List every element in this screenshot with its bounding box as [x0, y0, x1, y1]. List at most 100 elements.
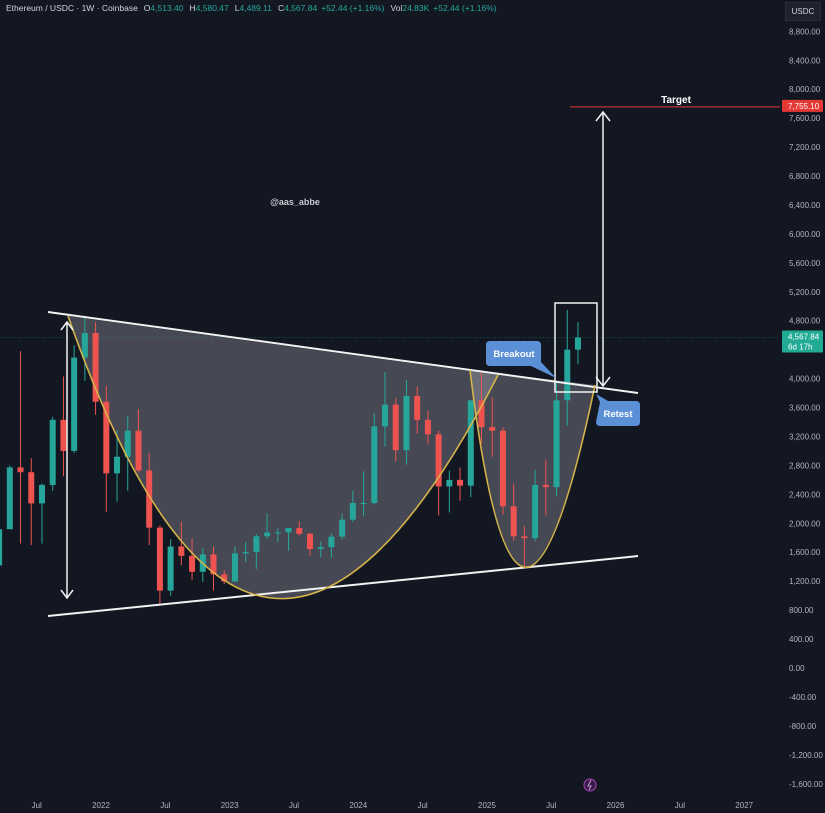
volume-value: 24.83K	[402, 3, 430, 13]
candle-body	[457, 479, 464, 486]
candle-body	[231, 553, 238, 582]
candle-body	[189, 555, 196, 572]
candle-body	[81, 333, 88, 358]
target-projection-arrow-icon	[595, 110, 611, 388]
candle-body	[435, 434, 442, 487]
candle-body	[510, 506, 517, 537]
y-tick-label: 5,200.00	[789, 288, 821, 297]
x-tick-label: 2023	[221, 801, 239, 810]
candle-body	[478, 400, 485, 428]
symbol-title[interactable]: Ethereum / USDC · 1W · Coinbase	[6, 3, 138, 13]
x-tick-label: Jul	[160, 801, 170, 810]
change-value: +52.44 (+1.16%)	[321, 3, 385, 13]
breakout-callout	[486, 341, 556, 378]
candle-body	[489, 427, 496, 431]
y-tick-label: 6,400.00	[789, 201, 821, 210]
candle-body	[114, 456, 121, 474]
candle-body	[60, 419, 67, 451]
cup-depth-arrow-icon	[60, 320, 74, 600]
cup-curve	[67, 315, 499, 600]
candle-body	[349, 503, 356, 520]
y-tick-label: 1,600.00	[789, 548, 821, 557]
retest-label: Retest	[603, 409, 633, 420]
candle-body	[135, 430, 142, 471]
y-tick-label: 1,200.00	[789, 577, 821, 586]
y-tick-label: 8,800.00	[789, 27, 821, 36]
y-tick-label: 3,200.00	[789, 432, 821, 441]
candle-body	[156, 527, 163, 591]
candle-body	[296, 528, 303, 534]
x-tick-label: 2022	[92, 801, 110, 810]
resistance-trendline	[47, 311, 639, 394]
candle-body	[339, 519, 346, 537]
x-tick-label: Jul	[417, 801, 427, 810]
x-tick-label: 2025	[478, 801, 496, 810]
candle-body	[317, 547, 324, 549]
y-tick-label: 2,800.00	[789, 461, 821, 470]
y-tick-label: 6,800.00	[789, 172, 821, 181]
y-tick-label: 7,600.00	[789, 114, 821, 123]
x-tick-label: 2024	[349, 801, 367, 810]
candle-body	[92, 333, 99, 402]
candle-body	[178, 546, 185, 556]
y-tick-label: 400.00	[789, 635, 814, 644]
low-label: L	[234, 3, 240, 13]
candle-body	[253, 536, 260, 552]
candle-body	[264, 532, 271, 537]
volume-label: Vol	[390, 3, 403, 13]
candle-body	[564, 349, 571, 401]
candle-body	[553, 400, 560, 488]
candle-body	[0, 529, 3, 566]
candle-body	[532, 484, 539, 539]
candle-body	[306, 533, 313, 549]
x-tick-label: Jul	[32, 801, 42, 810]
y-tick-label: -1,600.00	[789, 780, 823, 789]
currency-label[interactable]: USDC	[785, 2, 821, 21]
support-trendline	[47, 555, 639, 617]
y-tick-label: 4,000.00	[789, 375, 821, 384]
handle-shading	[470, 370, 595, 568]
candle-body	[371, 426, 378, 504]
lightning-glyph-icon	[587, 779, 592, 791]
candle-body	[38, 484, 45, 504]
y-tick-label: 0.00	[789, 664, 805, 673]
y-tick-label: 8,000.00	[789, 85, 821, 94]
retest-callout	[596, 394, 640, 426]
y-tick-label: 3,600.00	[789, 404, 821, 413]
candle-body	[71, 357, 78, 451]
y-tick-label: 6,000.00	[789, 230, 821, 239]
target-label: Target	[661, 95, 691, 106]
y-tick-label: -400.00	[789, 693, 817, 702]
candle-body	[424, 419, 431, 435]
breakout-label: Breakout	[493, 349, 535, 360]
y-tick-label: -1,200.00	[789, 751, 823, 760]
x-tick-label: Jul	[289, 801, 299, 810]
x-tick-label: 2027	[735, 801, 753, 810]
candle-body	[28, 472, 35, 504]
target-price-label: 7,755.10	[788, 102, 820, 111]
cup-shading	[68, 316, 498, 599]
watermark: @aas_abbe	[270, 197, 320, 207]
candle-body	[328, 536, 335, 548]
symbol-header: Ethereum / USDC · 1W · Coinbase O4,513.4…	[6, 3, 497, 13]
candle-body	[574, 337, 581, 350]
candle-body	[542, 484, 549, 488]
candle-body	[6, 467, 13, 530]
y-tick-label: -800.00	[789, 722, 817, 731]
breakout-zone-box	[554, 302, 598, 393]
x-tick-label: Jul	[546, 801, 556, 810]
target-price-badge	[782, 99, 823, 112]
candle-body	[446, 479, 453, 487]
candle-body	[499, 430, 506, 507]
candle-body	[414, 395, 421, 420]
bar-countdown-label: 6d 17h	[788, 343, 812, 352]
y-tick-label: 800.00	[789, 606, 814, 615]
candle-body	[403, 395, 410, 451]
candle-body	[210, 554, 217, 575]
candle-body	[103, 401, 110, 474]
candle-body	[49, 419, 56, 485]
handle-curve	[469, 369, 596, 569]
candle-body	[221, 574, 228, 582]
x-tick-label: Jul	[675, 801, 685, 810]
